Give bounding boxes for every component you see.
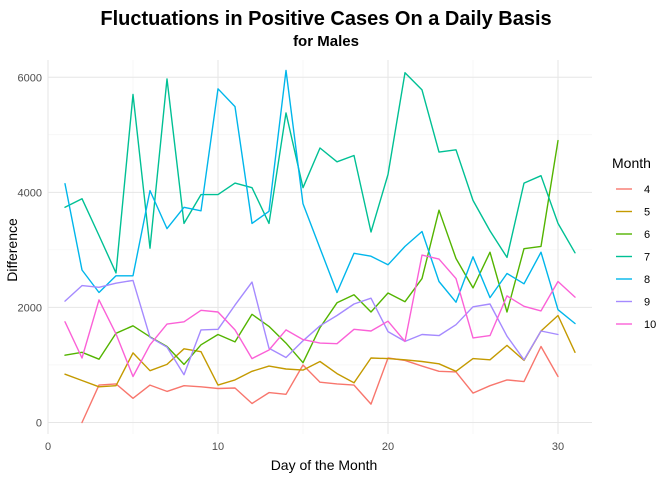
legend: Month 4 5 6 7 8 9 10: [612, 155, 656, 331]
legend-label-month-9: 9: [644, 297, 650, 309]
chart-title: Fluctuations in Positive Cases On a Dail…: [100, 8, 551, 30]
x-axis-title: Day of the Month: [271, 457, 378, 473]
y-axis-title: Difference: [4, 218, 20, 282]
legend-label-month-8: 8: [644, 274, 650, 286]
y-tick-label: 6000: [18, 72, 42, 84]
legend-label-month-5: 5: [644, 207, 650, 219]
chart-subtitle: for Males: [293, 33, 359, 50]
series-line-month-9: [64, 279, 559, 376]
legend-title: Month: [612, 155, 651, 171]
series-line-month-6: [64, 139, 559, 366]
series-line-month-4: [81, 345, 559, 424]
legend-label-month-10: 10: [644, 319, 656, 331]
legend-label-month-7: 7: [644, 252, 650, 264]
series-line-month-8: [64, 69, 576, 325]
y-tick-label: 4000: [18, 187, 42, 199]
axis-ticks: 0 10 20 30 0 2000 4000 6000: [18, 72, 565, 453]
series-line-month-7: [64, 72, 576, 274]
series-lines: [64, 69, 576, 424]
series-line-month-10: [64, 254, 576, 378]
x-tick-label: 20: [382, 441, 394, 453]
x-tick-label: 30: [552, 441, 564, 453]
y-tick-label: 2000: [18, 302, 42, 314]
legend-label-month-6: 6: [644, 229, 650, 241]
y-tick-label: 0: [36, 417, 42, 429]
x-tick-label: 10: [212, 441, 224, 453]
series-line-month-5: [64, 314, 576, 388]
x-tick-label: 0: [45, 441, 51, 453]
legend-label-month-4: 4: [644, 184, 650, 196]
